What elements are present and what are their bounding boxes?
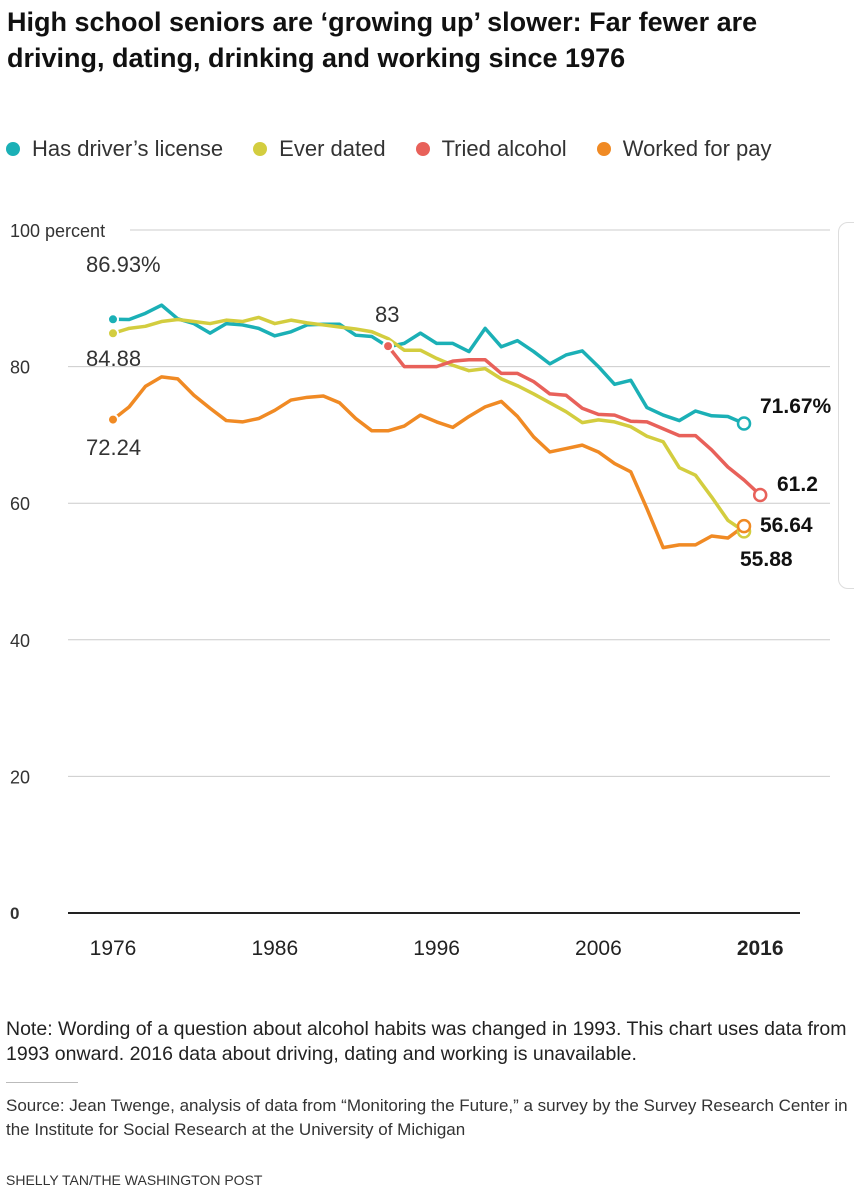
legend-label: Has driver’s license [32,136,224,161]
legend: Has driver’s license Ever dated Tried al… [6,136,771,162]
end-point-has-driver-s-license [736,416,752,431]
y-tick-label: 20 [10,767,30,787]
annotation-alcohol-end: 61.2 [777,473,818,496]
start-point-has-driver-s-license [107,313,119,326]
legend-label: Worked for pay [622,136,772,161]
legend-swatch [6,142,20,156]
y-tick-label: 60 [10,494,30,514]
annotation-drive-start: 86.93% [86,252,161,277]
series-line-ever-dated [112,315,746,533]
x-tick-label: 2006 [575,937,622,960]
start-point-tried-alcohol [382,340,395,353]
annotation-dated-end: 55.88 [740,548,793,571]
legend-swatch [596,142,611,156]
x-tick-label: 1986 [251,937,298,960]
chart-credit: SHELLY TAN/THE WASHINGTON POST [6,1172,263,1188]
y-tick-label: 0 [10,904,19,923]
divider [6,1082,78,1083]
legend-swatch [253,142,268,156]
chart-source: Source: Jean Twenge, analysis of data fr… [6,1096,848,1139]
start-point-ever-dated [107,327,119,340]
annotation-dated-start: 84.88 [86,346,141,371]
annotation-work-end: 56.64 [760,514,813,537]
series-line-has-driver-s-license [112,303,745,426]
end-point-worked-for-pay [736,518,752,534]
legend-label: Tried alcohol [441,136,567,161]
annotation-drive-end: 71.67% [760,395,832,418]
series-line-tried-alcohol [386,345,762,497]
annotation-alcohol-start: 83 [375,302,399,327]
start-point-worked-for-pay [107,413,119,426]
legend-item-ever-dated: Ever dated [253,136,386,162]
legend-swatch [415,142,430,156]
annotation-work-start: 72.24 [86,435,141,460]
y-tick-label: 40 [10,631,30,651]
line-chart: 100 percent 80 60 40 20 0 1976 1986 1996 2006 2016… [10,221,832,960]
legend-item-tried-alcohol: Tried alcohol [415,136,567,162]
chart-title: High school seniors are ‘growing up’ slo… [7,7,758,73]
end-point-tried-alcohol [752,487,768,503]
chart-note: Note: Wording of a question about alcoho… [6,1018,847,1065]
x-tick-label: 1996 [413,937,460,960]
side-panel-edge [838,222,854,589]
legend-item-worked-for-pay: Worked for pay [596,136,772,162]
x-tick-label: 1976 [90,937,137,960]
y-tick-label: 100 percent [10,221,105,241]
y-tick-label: 80 [10,358,30,378]
legend-item-drivers-license: Has driver’s license [6,136,223,162]
series-line-worked-for-pay [111,375,746,550]
x-tick-label: 2016 [737,937,784,960]
legend-label: Ever dated [279,136,386,161]
